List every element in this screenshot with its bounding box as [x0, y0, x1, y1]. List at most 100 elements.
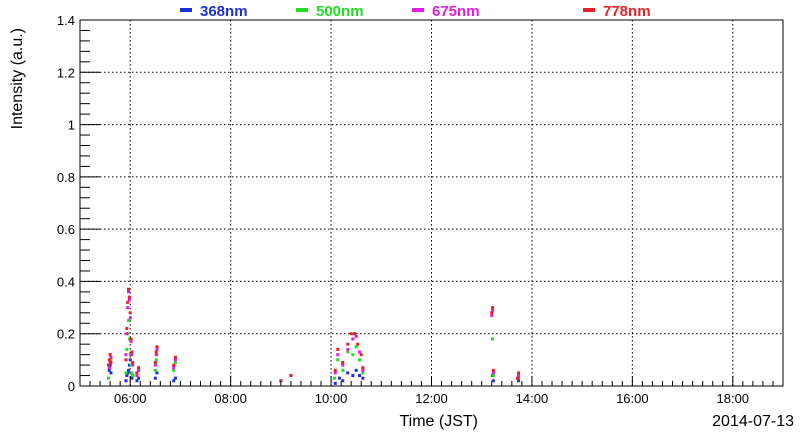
data-point [361, 368, 365, 372]
y-tick-label: 1.4 [57, 13, 75, 28]
x-tick-label: 08:00 [214, 391, 247, 406]
data-point [172, 363, 176, 367]
y-tick-label: 0.4 [57, 274, 75, 289]
data-point [125, 332, 129, 336]
data-point [490, 313, 494, 317]
data-point [155, 347, 159, 351]
data-point [130, 376, 134, 380]
legend-label: 675nm [432, 3, 480, 20]
data-point [109, 355, 113, 359]
data-point [354, 345, 358, 349]
x-axis-label: Time (JST) [399, 413, 478, 430]
data-point [131, 374, 135, 378]
x-tick-label: 14:00 [516, 391, 549, 406]
data-point [135, 379, 139, 383]
data-point [153, 363, 157, 367]
data-point [106, 363, 110, 367]
data-point [173, 360, 177, 364]
data-point [516, 376, 520, 380]
data-point [341, 363, 345, 367]
data-point [107, 366, 111, 370]
date-label: 2014-07-13 [712, 413, 794, 430]
data-point [172, 368, 176, 372]
data-point [126, 306, 130, 310]
data-point [127, 298, 131, 302]
data-point [333, 368, 337, 372]
legend-swatch [296, 8, 308, 12]
series-500nm [106, 319, 521, 380]
legend-swatch [583, 8, 595, 12]
x-tick-label: 18:00 [717, 391, 750, 406]
data-point [127, 368, 131, 372]
data-point [173, 355, 177, 359]
data-point [153, 360, 157, 364]
data-point [108, 353, 112, 357]
data-point [154, 358, 158, 362]
data-point [491, 306, 495, 310]
data-point [172, 366, 176, 370]
data-point [127, 319, 131, 323]
y-tick-label: 1 [68, 118, 75, 133]
data-point [128, 358, 132, 362]
y-axis-label: Intensity (a.u.) [9, 28, 26, 129]
y-tick-label: 0.8 [57, 170, 75, 185]
data-point [491, 368, 495, 372]
legend-label: 500nm [316, 3, 364, 20]
data-point [349, 332, 353, 336]
data-point [127, 295, 131, 299]
data-point [127, 363, 131, 367]
data-point [129, 340, 133, 344]
data-point [154, 353, 158, 357]
data-point [137, 368, 141, 372]
data-point [125, 347, 129, 351]
data-point [130, 350, 134, 354]
data-point [359, 353, 363, 357]
data-point [491, 379, 495, 383]
data-point [108, 363, 112, 367]
data-point [109, 371, 113, 375]
data-point [128, 353, 132, 357]
data-point [135, 374, 139, 378]
series-778nm [106, 287, 521, 383]
data-point [358, 350, 362, 354]
data-point [341, 379, 345, 383]
data-point [336, 353, 340, 357]
data-point [106, 376, 110, 380]
data-point [172, 379, 176, 383]
data-point [337, 376, 341, 380]
series-675nm [107, 290, 521, 383]
data-point [155, 345, 159, 349]
data-point [351, 337, 355, 341]
data-point [346, 347, 350, 351]
data-point [336, 358, 340, 362]
x-tick-label: 12:00 [415, 391, 448, 406]
data-point [351, 374, 355, 378]
data-point [333, 371, 337, 375]
data-point [346, 350, 350, 354]
data-point [131, 363, 135, 367]
data-point [125, 374, 129, 378]
data-point [137, 366, 141, 370]
data-point [109, 358, 113, 362]
data-point [130, 353, 134, 357]
data-point [128, 316, 132, 320]
data-point [173, 358, 177, 362]
series-368nm [107, 358, 521, 385]
axis-ticks: 06:00 08:00 10:00 12:00 14:00 16:00 18:00 0 0.2 0… [57, 13, 784, 406]
gridlines [80, 20, 783, 386]
data-point [361, 376, 365, 380]
data-point [333, 381, 337, 385]
data-point [125, 326, 129, 330]
legend-label: 778nm [603, 3, 651, 20]
legend: 368nm 500nm 675nm 778nm [180, 3, 651, 20]
legend-swatch [412, 8, 424, 12]
data-point [517, 371, 521, 375]
y-tick-label: 0.6 [57, 222, 75, 237]
data-point [491, 337, 495, 341]
data-point [124, 353, 128, 357]
data-point [346, 371, 350, 375]
data-point [153, 368, 157, 372]
data-point [346, 342, 350, 346]
data-point [137, 376, 141, 380]
